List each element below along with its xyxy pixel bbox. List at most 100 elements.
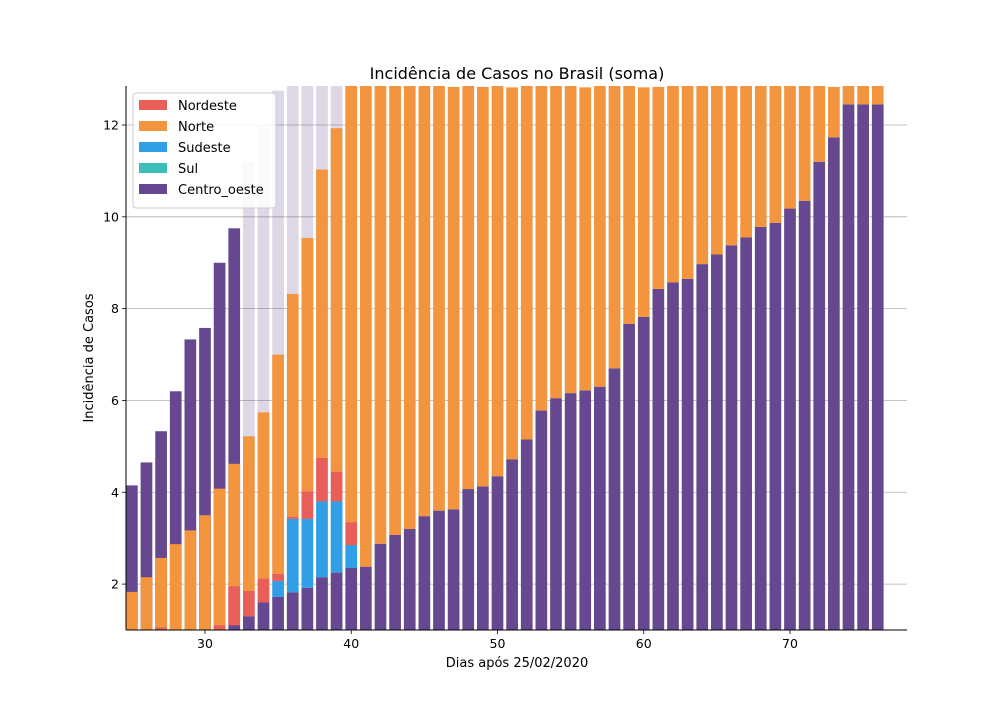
bar-Centro_oeste [301, 587, 314, 630]
bar-Centro_oeste [491, 476, 504, 630]
bar-Norte [535, 86, 548, 411]
bar-Centro_oeste [316, 577, 328, 630]
legend-swatch-Norte [139, 121, 167, 131]
x-axis-label: Dias após 25/02/2020 [446, 656, 589, 671]
legend-label-Sul: Sul [178, 162, 198, 177]
bar-Norte [228, 463, 241, 587]
bars [126, 86, 884, 630]
bar-Norte [301, 237, 314, 492]
bar-Norte [696, 86, 709, 265]
bar-Sudeste [272, 580, 284, 597]
bar-Nordeste [316, 457, 328, 502]
bar-Centro_oeste [228, 625, 241, 630]
x-tick-label: 70 [782, 636, 798, 651]
bar-Centro_oeste [696, 264, 709, 630]
legend: Nordeste Norte Sudeste Sul Centro_oeste [132, 92, 277, 209]
bar-Centro_oeste [564, 393, 577, 630]
legend-label-Norte: Norte [178, 120, 214, 135]
bar-Centro_oeste [828, 137, 840, 630]
bar-Centro_oeste [667, 282, 679, 630]
bar-Centro_oeste [272, 596, 284, 630]
bar-Centro_oeste [740, 237, 752, 630]
bar-Norte [652, 86, 665, 289]
bar-Sudeste [301, 518, 314, 588]
bar-Norte [725, 86, 738, 246]
bar-Norte [711, 86, 723, 255]
y-tick-label: 12 [103, 118, 119, 133]
legend-swatch-Sul [139, 163, 167, 173]
bar-Centro_oeste [477, 486, 489, 630]
bar-Norte [828, 86, 840, 138]
bar-overlay-Centro_oeste [243, 161, 255, 630]
chart-title: Incidência de Casos no Brasil (soma) [370, 64, 665, 83]
bar-Norte [389, 86, 401, 535]
bar-Norte [594, 86, 606, 387]
bar-Norte [243, 436, 255, 591]
y-tick-label: 6 [111, 393, 119, 408]
bar-Norte [330, 128, 343, 472]
bar-Nordeste [286, 516, 299, 519]
bar-Norte [184, 530, 197, 630]
legend-label-Centro_oeste: Centro_oeste [178, 183, 264, 198]
bar-Norte [564, 86, 577, 394]
x-tick-label: 50 [490, 636, 506, 651]
bar-Centro_oeste [637, 316, 650, 630]
bar-Centro_oeste [243, 616, 255, 630]
bar-Centro_oeste [550, 398, 562, 630]
bar-Norte [257, 412, 270, 579]
bar-Centro_oeste [535, 410, 548, 630]
bar-overlay-Centro_oeste [140, 462, 153, 630]
bar-Norte [550, 86, 562, 399]
bar-Norte [447, 86, 460, 510]
bar-Norte [272, 354, 284, 574]
bar-Norte [667, 86, 679, 283]
bar-Nordeste [243, 590, 255, 617]
bar-Norte [477, 86, 489, 487]
bar-Sudeste [345, 545, 358, 569]
bar-overlay-Centro_oeste [184, 339, 197, 630]
x-tick-label: 40 [343, 636, 359, 651]
bar-Nordeste [155, 627, 167, 630]
bar-Norte [623, 86, 635, 324]
bar-Norte [857, 86, 869, 105]
bar-Sudeste [286, 518, 299, 593]
legend-swatch-Centro_oeste [139, 184, 167, 194]
y-tick-label: 4 [111, 485, 119, 500]
bar-Norte [140, 577, 153, 630]
bar-Centro_oeste [623, 323, 635, 630]
bar-Centro_oeste [579, 390, 592, 630]
bar-Norte [813, 86, 826, 162]
bar-Norte [169, 544, 182, 630]
bar-Centro_oeste [798, 200, 811, 630]
bar-Centro_oeste [784, 208, 796, 630]
bar-Centro_oeste [447, 509, 460, 630]
bar-overlay-Centro_oeste [155, 431, 167, 630]
bar-Centro_oeste [725, 245, 738, 630]
bar-Norte [462, 86, 475, 490]
bar-Sudeste [316, 501, 328, 578]
bar-Centro_oeste [711, 254, 723, 630]
bar-overlay-Centro_oeste [257, 127, 270, 630]
bar-Centro_oeste [286, 592, 299, 630]
legend-swatch-Nordeste [139, 100, 167, 110]
bar-Norte [871, 86, 884, 105]
bar-overlay-Centro_oeste [213, 262, 226, 630]
y-axis-label: Incidência de Casos [82, 293, 97, 422]
bar-Norte [491, 86, 504, 477]
bar-Nordeste [272, 573, 284, 581]
bar-Nordeste [345, 522, 358, 546]
bar-Norte [345, 86, 358, 523]
bar-Centro_oeste [433, 510, 445, 630]
bar-Norte [155, 557, 167, 628]
x-tick-label: 60 [636, 636, 652, 651]
y-tick-label: 2 [111, 577, 119, 592]
bar-Norte [769, 86, 782, 223]
bar-Norte [286, 293, 299, 517]
bar-Norte [754, 86, 767, 227]
bar-Norte [637, 87, 650, 317]
bar-overlay-Centro_oeste [199, 327, 211, 630]
bar-Norte [681, 86, 694, 279]
bar-Norte [506, 87, 518, 460]
bar-Norte [360, 86, 372, 567]
